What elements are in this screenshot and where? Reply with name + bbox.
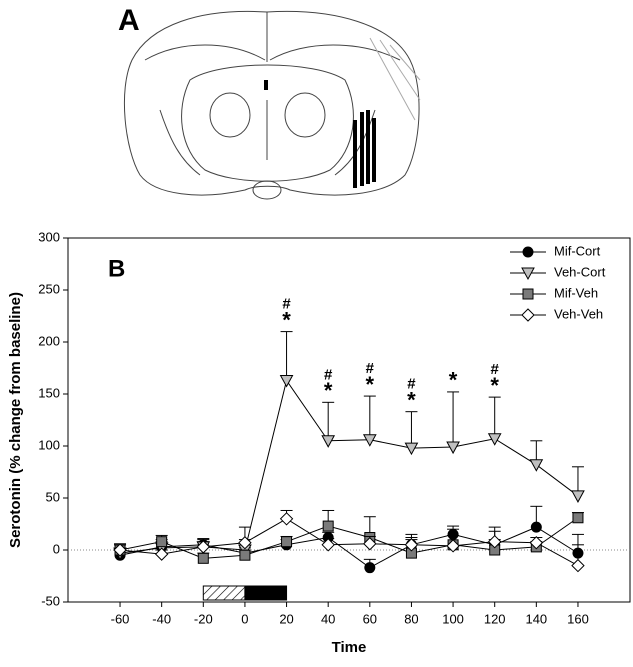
panel-label: A xyxy=(118,4,140,37)
significance-mark: # xyxy=(366,360,375,377)
marker xyxy=(154,547,169,561)
significance-mark: * xyxy=(449,368,458,393)
significance-mark: # xyxy=(324,366,333,383)
x-tick-label: -20 xyxy=(194,611,213,626)
marker xyxy=(522,246,534,258)
marker xyxy=(571,490,585,503)
marker xyxy=(279,374,294,388)
significance-mark: * xyxy=(324,378,333,403)
marker xyxy=(446,539,460,553)
marker xyxy=(362,434,377,447)
y-tick-label: 300 xyxy=(38,229,60,244)
series-line xyxy=(119,517,579,559)
marker xyxy=(239,549,251,561)
y-axis-label: Serotonin (% change from baseline) xyxy=(7,292,24,548)
marker xyxy=(321,538,335,552)
x-tick-label: 160 xyxy=(567,611,589,626)
series-line xyxy=(119,518,579,567)
probe-tracks xyxy=(264,80,376,188)
marker xyxy=(529,536,544,550)
y-tick-label: 50 xyxy=(46,489,60,504)
marker xyxy=(113,543,127,557)
marker xyxy=(521,267,535,281)
marker xyxy=(530,521,542,533)
x-tick-label: 40 xyxy=(321,611,335,626)
marker xyxy=(279,512,294,526)
marker xyxy=(238,536,252,550)
legend-label: Mif-Veh xyxy=(554,285,598,300)
y-tick-label: -50 xyxy=(41,593,60,608)
x-tick-label: 120 xyxy=(484,611,506,626)
x-tick-label: -60 xyxy=(111,611,130,626)
x-tick-label: 100 xyxy=(442,611,464,626)
significance-mark: * xyxy=(490,373,499,398)
series xyxy=(114,505,584,574)
x-tick-label: 140 xyxy=(525,611,547,626)
y-tick-label: 100 xyxy=(38,437,60,452)
marker xyxy=(446,441,460,455)
marker xyxy=(571,558,585,573)
significance-mark: * xyxy=(407,387,416,412)
series xyxy=(113,331,585,561)
y-tick-label: 150 xyxy=(38,385,60,400)
x-axis-label: Time xyxy=(332,639,367,656)
marker xyxy=(572,512,584,524)
marker xyxy=(487,534,502,549)
plot-frame xyxy=(67,237,631,603)
marker xyxy=(404,538,419,552)
x-tick-label: -40 xyxy=(152,611,171,626)
legend-label: Veh-Veh xyxy=(554,306,603,321)
series xyxy=(113,509,585,573)
significance-mark: * xyxy=(366,372,375,397)
x-tick-label: 80 xyxy=(404,611,418,626)
treatment-bar xyxy=(244,585,288,601)
legend-label: Veh-Cort xyxy=(554,264,606,279)
panel-label: B xyxy=(108,255,125,282)
marker xyxy=(521,308,535,322)
marker xyxy=(363,537,377,551)
marker xyxy=(529,459,544,472)
marker xyxy=(156,536,168,548)
legend-label: Mif-Cort xyxy=(554,243,601,258)
y-tick-label: 250 xyxy=(38,281,60,296)
significance-mark: * xyxy=(282,307,291,332)
y-tick-label: 200 xyxy=(38,333,60,348)
series-line xyxy=(119,379,579,554)
marker xyxy=(281,536,293,548)
significance-mark: # xyxy=(407,376,416,393)
significance-mark: # xyxy=(491,361,500,378)
x-tick-label: 0 xyxy=(241,611,248,626)
marker xyxy=(404,442,419,456)
x-tick-label: 60 xyxy=(363,611,377,626)
x-tick-label: 20 xyxy=(279,611,293,626)
marker xyxy=(522,288,534,300)
marker xyxy=(364,562,376,574)
marker xyxy=(487,433,502,446)
marker xyxy=(197,552,209,564)
y-tick-label: 0 xyxy=(53,541,60,556)
marker xyxy=(321,435,336,448)
treatment-bar xyxy=(202,585,246,601)
significance-mark: # xyxy=(282,296,291,313)
marker xyxy=(196,540,211,554)
marker xyxy=(322,520,334,532)
